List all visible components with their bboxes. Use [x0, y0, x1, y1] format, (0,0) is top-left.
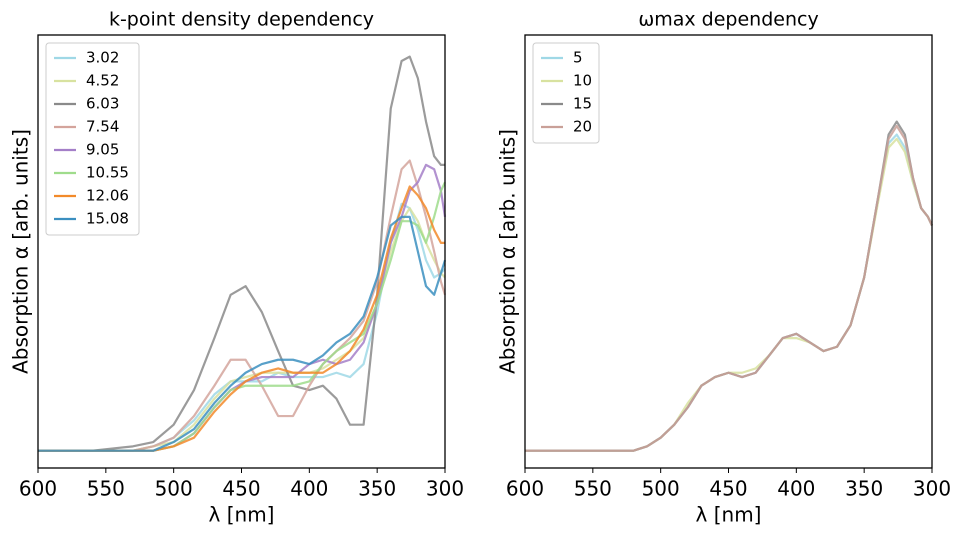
chart-title: ωmax dependency — [638, 9, 818, 31]
series-line — [38, 185, 445, 452]
x-axis-label: λ [nm] — [209, 503, 275, 527]
plot-frame — [37, 34, 446, 469]
series-line — [38, 202, 446, 452]
x-tick-label: 400 — [777, 477, 815, 501]
x-axis-label: λ [nm] — [696, 503, 762, 527]
x-tick-label: 300 — [913, 477, 951, 501]
legend-label: 15.08 — [86, 210, 129, 228]
legend-label: 12.06 — [86, 187, 129, 205]
x-tick-label: 350 — [358, 477, 396, 501]
legend-box — [532, 42, 600, 144]
x-tick-label: 500 — [155, 477, 193, 501]
legend-label: 10 — [573, 72, 592, 90]
x-tick-label: 450 — [222, 477, 260, 501]
y-axis-label: Absorption α [arb. units] — [9, 129, 33, 374]
series-line — [38, 55, 445, 452]
legend-label: 3.02 — [86, 49, 119, 67]
chart-title: k-point density dependency — [109, 9, 374, 31]
legend-label: 10.55 — [86, 164, 129, 182]
series-line — [38, 215, 447, 452]
x-tick-label: 500 — [642, 477, 680, 501]
x-tick-label: 600 — [506, 477, 544, 501]
series-line — [525, 137, 933, 452]
x-tick-label: 600 — [19, 477, 57, 501]
plot-frame — [524, 34, 933, 469]
x-tick-label: 300 — [426, 477, 464, 501]
legend-label: 4.52 — [86, 72, 119, 90]
x-tick-label: 350 — [845, 477, 883, 501]
series-line — [525, 120, 933, 452]
series-line — [525, 133, 933, 452]
legend-box — [45, 42, 140, 236]
y-axis-label: Absorption α [arb. units] — [496, 129, 520, 374]
legend-label: 15 — [573, 95, 592, 113]
x-tick-label: 400 — [290, 477, 328, 501]
series-line — [525, 124, 933, 452]
legend-label: 20 — [573, 118, 592, 136]
legend-label: 6.03 — [86, 95, 119, 113]
x-tick-label: 450 — [709, 477, 747, 501]
legend-label: 7.54 — [86, 118, 119, 136]
legend-label: 9.05 — [86, 141, 119, 159]
x-tick-label: 550 — [574, 477, 612, 501]
legend-label: 5 — [573, 49, 583, 67]
x-tick-label: 550 — [87, 477, 125, 501]
